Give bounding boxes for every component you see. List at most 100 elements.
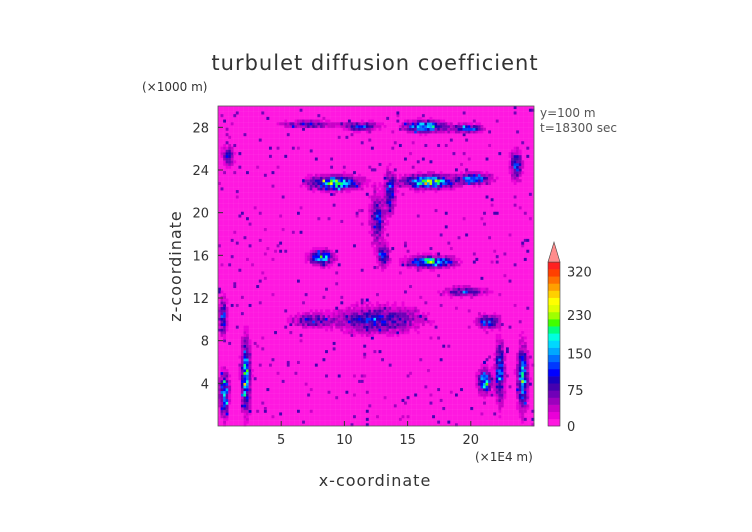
- heatmap-cell: [470, 127, 474, 131]
- heatmap-cell: [421, 179, 425, 183]
- heatmap-cell: [447, 260, 451, 264]
- heatmap-cell: [500, 371, 504, 375]
- heatmap-cell: [526, 249, 530, 253]
- heatmap-cell: [330, 190, 334, 194]
- heatmap-cell: [437, 388, 441, 392]
- heatmap-cell: [498, 352, 502, 356]
- heatmap-cell: [307, 181, 311, 185]
- heatmap-cell: [495, 363, 499, 367]
- heatmap-cell: [281, 379, 285, 383]
- heatmap-cell: [495, 350, 499, 354]
- heatmap-cell: [225, 371, 229, 375]
- heatmap-cell: [345, 187, 349, 191]
- heatmap-cell: [498, 328, 502, 332]
- heatmap-cell: [391, 198, 395, 202]
- heatmap-cell: [444, 266, 448, 270]
- heatmap-cell: [475, 179, 479, 183]
- heatmap-cell: [398, 127, 402, 131]
- heatmap-cell: [498, 390, 502, 394]
- heatmap-cell: [495, 325, 499, 329]
- heatmap-cell: [434, 119, 438, 123]
- heatmap-cell: [442, 176, 446, 180]
- heatmap-cell: [416, 176, 420, 180]
- heatmap-cell: [319, 322, 323, 327]
- heatmap-cell: [342, 317, 346, 321]
- heatmap-cell: [391, 320, 395, 324]
- heatmap-cell: [404, 241, 407, 245]
- heatmap-cell: [304, 260, 308, 264]
- heatmap-cell: [521, 344, 525, 348]
- heatmap-cell: [327, 181, 331, 185]
- heatmap-cell: [526, 393, 530, 397]
- heatmap-cell: [498, 355, 502, 359]
- heatmap-cell: [355, 322, 359, 327]
- heatmap-cell: [342, 181, 346, 185]
- heatmap-cell: [513, 179, 517, 183]
- heatmap-cell: [378, 230, 382, 234]
- heatmap-cell: [483, 222, 486, 226]
- heatmap-cell: [319, 187, 323, 191]
- heatmap-cell: [518, 179, 522, 183]
- heatmap-cell: [434, 190, 438, 194]
- heatmap-cell: [518, 401, 522, 405]
- colorbar-swatch: [548, 376, 560, 384]
- heatmap-cell: [391, 314, 395, 318]
- heatmap-cell: [498, 333, 502, 337]
- heatmap-cell: [518, 352, 522, 356]
- heatmap-cell: [386, 241, 390, 245]
- heatmap-cell: [376, 314, 379, 318]
- heatmap-cell: [439, 173, 443, 177]
- heatmap-cell: [416, 266, 420, 270]
- heatmap-cell: [404, 331, 407, 335]
- heatmap-cell: [396, 314, 400, 318]
- heatmap-cell: [279, 249, 283, 253]
- heatmap-cell: [416, 116, 420, 120]
- heatmap-cell: [378, 325, 382, 329]
- heatmap-cell: [386, 222, 390, 226]
- heatmap-cell: [516, 401, 520, 405]
- heatmap-cell: [475, 181, 479, 185]
- heatmap-cell: [401, 309, 405, 313]
- heatmap-cell: [319, 181, 323, 185]
- heatmap-cell: [460, 184, 463, 188]
- heatmap-cell: [368, 331, 372, 335]
- heatmap-cell: [383, 173, 387, 177]
- heatmap-cell: [319, 252, 323, 256]
- heatmap-cell: [521, 393, 525, 397]
- heatmap-cell: [500, 390, 504, 394]
- heatmap-cell: [365, 314, 369, 318]
- heatmap-cell: [347, 328, 351, 332]
- heatmap-cell: [513, 369, 517, 373]
- heatmap-cell: [238, 371, 242, 375]
- heatmap-cell: [218, 328, 221, 332]
- heatmap-cell: [386, 263, 390, 267]
- heatmap-cell: [462, 290, 466, 294]
- heatmap-cell: [314, 119, 318, 123]
- heatmap-cell: [434, 184, 438, 188]
- heatmap-cell: [286, 363, 290, 367]
- heatmap-cell: [498, 339, 502, 343]
- heatmap-cell: [531, 363, 535, 367]
- colorbar-swatch: [548, 262, 560, 270]
- heatmap-cell: [248, 366, 252, 370]
- heatmap-cell: [495, 333, 499, 337]
- heatmap-cell: [223, 309, 226, 313]
- heatmap-cell: [457, 263, 461, 267]
- heatmap-cell: [347, 190, 351, 194]
- heatmap-cell: [406, 181, 410, 185]
- heatmap-cell: [429, 257, 433, 261]
- heatmap-cell: [347, 331, 351, 335]
- heatmap-cell: [447, 257, 451, 261]
- heatmap-cell: [429, 336, 433, 340]
- heatmap-cell: [449, 295, 453, 299]
- heatmap-cell: [322, 187, 326, 191]
- heatmap-cell: [317, 217, 321, 221]
- heatmap-cell: [327, 312, 331, 316]
- heatmap-cell: [442, 260, 446, 264]
- heatmap-cell: [330, 187, 334, 191]
- heatmap-cell: [490, 320, 494, 324]
- heatmap-cell: [225, 165, 229, 169]
- heatmap-cell: [383, 263, 387, 267]
- heatmap-cell: [246, 369, 249, 373]
